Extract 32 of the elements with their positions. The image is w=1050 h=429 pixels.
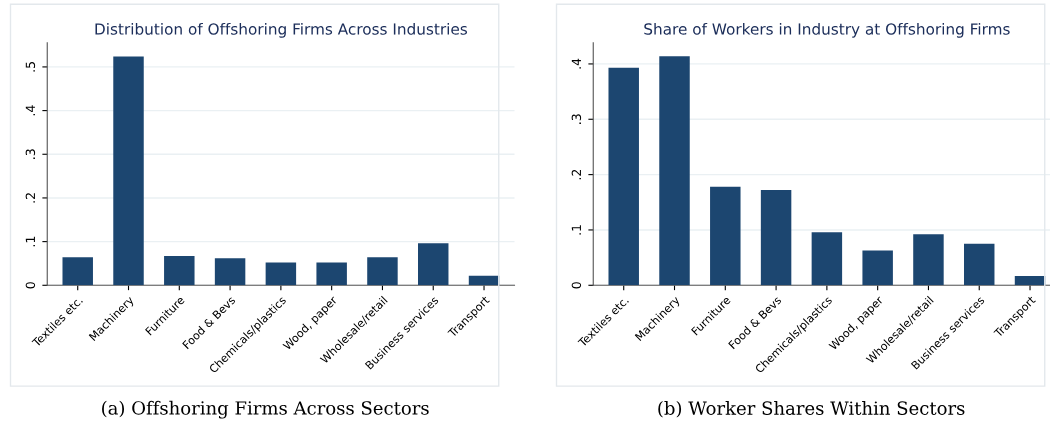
bar	[913, 234, 944, 286]
bar	[811, 232, 843, 286]
text: (b) Worker Shares Within Sectors	[658, 400, 965, 418]
y-tick-label: .1	[25, 236, 35, 247]
y-tick-label: .2	[571, 169, 581, 180]
bar	[265, 262, 297, 286]
y-tick-label: 0	[25, 282, 36, 289]
y-tick-label: .5	[25, 62, 36, 72]
y-tick-label: 0	[571, 282, 582, 289]
bar	[760, 190, 792, 286]
y-tick-label: .3	[25, 149, 36, 159]
bar	[164, 256, 195, 286]
bar	[659, 56, 690, 286]
bar	[113, 56, 144, 286]
y-tick-label: .4	[571, 58, 581, 69]
bar	[62, 257, 93, 286]
bar	[608, 67, 639, 286]
text: (a) Offshoring Firms Across Sectors	[102, 400, 429, 419]
y-tick-label: .3	[571, 114, 582, 124]
bar	[964, 243, 995, 286]
chart-title: Share of Workers in Industry at Offshoring Firms	[644, 22, 1010, 38]
y-tick-label: .2	[25, 193, 35, 203]
chart-title: Distribution of Offshoring Firms Across Industries	[95, 22, 468, 38]
bar	[1014, 275, 1046, 286]
y-tick-label: .4	[25, 105, 35, 116]
bar	[710, 186, 741, 286]
y-tick-label: .1	[571, 225, 581, 235]
bar	[214, 258, 246, 286]
bar	[367, 257, 398, 286]
bar	[418, 243, 449, 286]
bar	[316, 262, 347, 286]
bar	[862, 250, 893, 286]
